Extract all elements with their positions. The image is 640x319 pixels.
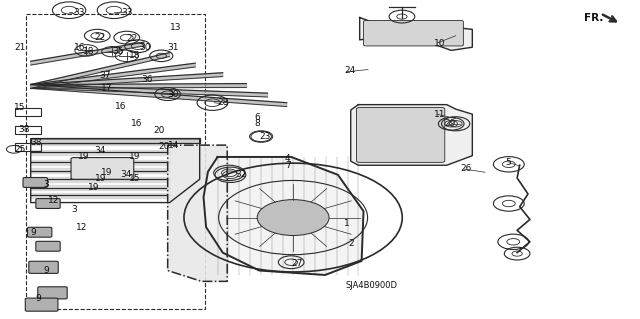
Polygon shape <box>31 85 268 97</box>
FancyBboxPatch shape <box>356 108 445 162</box>
Text: 15: 15 <box>129 174 141 182</box>
Text: 10: 10 <box>434 39 445 48</box>
Text: 24: 24 <box>344 66 356 75</box>
Text: 16: 16 <box>115 102 127 111</box>
Text: 9: 9 <box>44 266 49 275</box>
FancyBboxPatch shape <box>36 198 60 209</box>
Polygon shape <box>204 157 364 275</box>
FancyBboxPatch shape <box>29 261 58 273</box>
Text: 22: 22 <box>127 34 138 43</box>
Text: FR.: FR. <box>584 12 603 23</box>
Text: 19: 19 <box>88 183 100 192</box>
Polygon shape <box>31 177 170 182</box>
Text: 37: 37 <box>99 71 111 80</box>
Text: 16: 16 <box>131 119 143 128</box>
Polygon shape <box>31 63 195 88</box>
Text: 13: 13 <box>170 23 181 32</box>
Text: 38: 38 <box>18 125 29 134</box>
Text: 19: 19 <box>101 168 113 177</box>
Text: 1: 1 <box>344 219 350 228</box>
Polygon shape <box>31 53 170 88</box>
Polygon shape <box>351 105 472 165</box>
Text: 18: 18 <box>129 51 141 60</box>
Text: 30: 30 <box>168 90 179 99</box>
Text: 11: 11 <box>434 110 445 119</box>
Text: 25: 25 <box>14 145 26 154</box>
FancyBboxPatch shape <box>71 158 134 179</box>
Text: 38: 38 <box>31 138 42 147</box>
FancyBboxPatch shape <box>36 241 60 251</box>
Polygon shape <box>31 160 170 165</box>
FancyBboxPatch shape <box>31 138 200 143</box>
FancyBboxPatch shape <box>28 227 52 237</box>
Text: 34: 34 <box>95 146 106 155</box>
Text: 19: 19 <box>95 174 106 182</box>
Text: 26: 26 <box>461 164 472 173</box>
Text: 22: 22 <box>95 33 106 42</box>
Text: 20: 20 <box>159 142 170 151</box>
Polygon shape <box>31 168 170 173</box>
Text: 28: 28 <box>218 98 229 107</box>
Text: 15: 15 <box>14 103 26 112</box>
Text: 29: 29 <box>445 119 456 128</box>
Polygon shape <box>31 140 170 145</box>
Text: 6: 6 <box>255 113 260 122</box>
Polygon shape <box>31 185 170 190</box>
FancyBboxPatch shape <box>38 287 67 299</box>
Text: 21: 21 <box>14 43 26 52</box>
Text: 33: 33 <box>122 8 133 17</box>
Text: 14: 14 <box>168 141 179 150</box>
Text: 33: 33 <box>74 8 85 17</box>
Text: 27: 27 <box>291 259 303 268</box>
Text: 9: 9 <box>35 294 41 303</box>
FancyBboxPatch shape <box>23 177 47 188</box>
Text: 32: 32 <box>236 170 247 179</box>
Text: 23: 23 <box>259 132 271 141</box>
Text: 34: 34 <box>120 170 132 179</box>
Text: 12: 12 <box>48 196 60 205</box>
Text: 2: 2 <box>349 239 355 248</box>
Text: 16: 16 <box>74 43 85 52</box>
Text: 12: 12 <box>76 223 87 232</box>
FancyBboxPatch shape <box>364 20 463 46</box>
Text: 7: 7 <box>285 161 291 170</box>
Text: 18: 18 <box>83 47 95 56</box>
Polygon shape <box>31 42 144 65</box>
Text: SJA4B0900D: SJA4B0900D <box>346 281 397 290</box>
Text: 30: 30 <box>140 43 151 52</box>
Text: 19: 19 <box>129 152 141 161</box>
Text: 5: 5 <box>506 158 511 167</box>
Text: 19: 19 <box>78 152 90 161</box>
Text: 8: 8 <box>255 119 260 128</box>
Text: 4: 4 <box>285 154 291 163</box>
Polygon shape <box>31 193 170 198</box>
Polygon shape <box>360 18 472 50</box>
Text: 36: 36 <box>141 75 152 84</box>
Polygon shape <box>168 145 227 281</box>
Text: 35: 35 <box>112 47 124 56</box>
Text: 3: 3 <box>72 205 77 214</box>
Text: 17: 17 <box>101 84 113 93</box>
Polygon shape <box>31 73 223 88</box>
Text: 31: 31 <box>168 43 179 52</box>
Text: 9: 9 <box>31 228 36 237</box>
Polygon shape <box>31 84 246 88</box>
Circle shape <box>257 200 329 235</box>
Polygon shape <box>31 85 287 107</box>
Polygon shape <box>31 150 170 155</box>
Text: 3: 3 <box>44 180 49 189</box>
FancyBboxPatch shape <box>26 298 58 311</box>
Text: 20: 20 <box>154 126 165 135</box>
